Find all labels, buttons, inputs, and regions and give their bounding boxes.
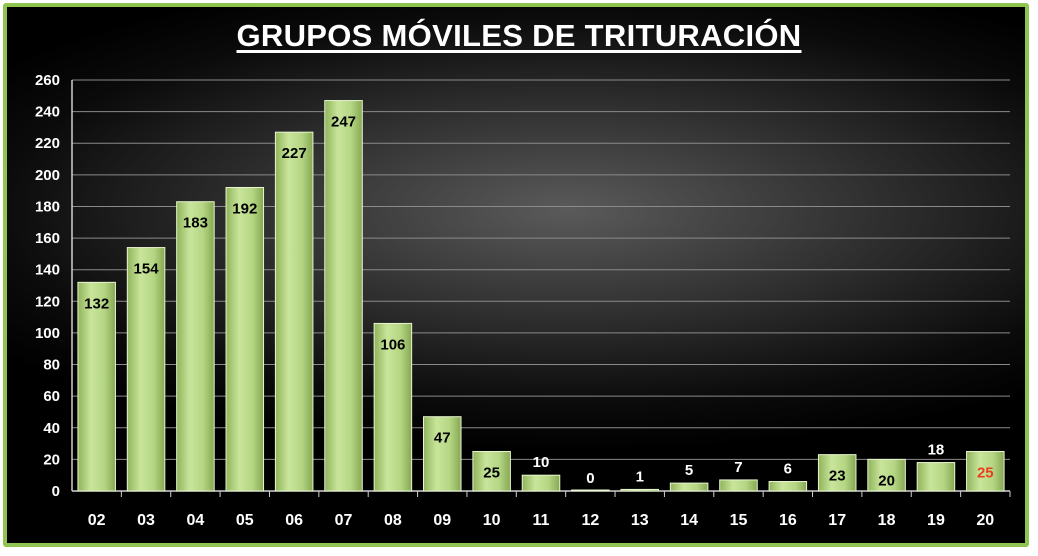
x-tick-label: 14 — [680, 512, 698, 529]
bar — [77, 281, 116, 492]
x-tick-label: 07 — [335, 512, 353, 529]
y-tick-label: 140 — [35, 262, 60, 279]
x-tick-label: 15 — [730, 512, 748, 529]
bar — [768, 481, 808, 492]
y-tick-label: 180 — [35, 198, 60, 215]
x-tick-label: 04 — [187, 512, 205, 529]
x-tick-label: 16 — [779, 512, 797, 529]
bar — [472, 450, 511, 492]
y-tick-label: 60 — [43, 388, 60, 405]
data-label: 5 — [685, 462, 693, 479]
data-label: 0 — [586, 470, 594, 487]
y-tick-label: 100 — [35, 325, 60, 342]
data-label: 1 — [636, 468, 644, 485]
bars — [77, 100, 1005, 492]
y-tick-label: 80 — [43, 357, 60, 374]
bar — [176, 201, 215, 492]
data-label: 47 — [434, 430, 451, 447]
y-tick-label: 160 — [35, 230, 60, 247]
x-tick-label: 05 — [236, 512, 254, 529]
x-tick-label: 08 — [384, 512, 402, 529]
data-label: 227 — [282, 145, 307, 162]
y-tick-label: 260 — [35, 72, 60, 89]
x-tick-label: 20 — [976, 512, 994, 529]
x-tick-label: 03 — [137, 512, 155, 529]
y-tick-label: 0 — [52, 483, 60, 500]
x-axis-ticks: 02 03 04 05 06 07 08 09 10 11 12 13 14 15 16 17 18 19 20 — [88, 491, 1011, 529]
y-tick-label: 240 — [35, 104, 60, 121]
data-label: 20 — [878, 472, 895, 489]
x-tick-label: 02 — [88, 512, 106, 529]
data-label: 247 — [331, 114, 356, 131]
data-label: 6 — [784, 461, 792, 478]
bar — [916, 462, 956, 492]
bar — [274, 131, 314, 492]
chart-title: GRUPOS MÓVILES DE TRITURACIÓN — [236, 18, 802, 53]
x-tick-label: 06 — [285, 512, 303, 529]
data-label: 18 — [928, 442, 945, 459]
bar — [423, 416, 462, 492]
data-labels: 132 154 183 192 227 247 106 47 25 10 0 1 5 7 6 23 20 18 25 — [84, 114, 993, 490]
bar — [373, 322, 413, 492]
x-tick-label: 11 — [533, 512, 550, 529]
x-tick-label: 19 — [927, 512, 945, 529]
bar — [719, 479, 758, 492]
bar — [225, 186, 265, 492]
bar — [620, 488, 659, 492]
data-label: 154 — [134, 261, 160, 278]
data-label: 25 — [977, 464, 994, 481]
data-label: 106 — [380, 336, 405, 353]
y-tick-label: 120 — [35, 293, 60, 310]
y-axis-ticks: 0 20 40 60 80 100 120 140 160 180 200 220 240 260 — [35, 72, 60, 500]
data-label: 23 — [829, 468, 846, 485]
x-tick-label: 17 — [828, 512, 846, 529]
data-label: 132 — [84, 295, 109, 312]
bar — [669, 482, 709, 492]
data-label: 183 — [183, 215, 208, 232]
bar — [521, 474, 561, 492]
chart-frame — [3, 3, 1029, 547]
bar — [324, 100, 363, 492]
data-label: 10 — [533, 454, 550, 471]
x-tick-label: 18 — [878, 512, 896, 529]
bar — [817, 454, 857, 492]
bar — [571, 489, 610, 492]
x-tick-label: 09 — [433, 512, 451, 529]
data-label: 25 — [483, 464, 500, 481]
data-label: 7 — [734, 459, 742, 476]
x-tick-label: 13 — [631, 512, 649, 529]
x-tick-label: 10 — [483, 512, 501, 529]
y-tick-label: 20 — [43, 451, 60, 468]
data-label: 192 — [232, 200, 257, 217]
y-tick-label: 200 — [35, 167, 60, 184]
x-tick-label: 12 — [581, 512, 599, 529]
y-tick-label: 40 — [43, 420, 60, 437]
bar — [966, 450, 1005, 492]
bar — [126, 247, 166, 492]
y-tick-label: 220 — [35, 135, 60, 152]
bar — [867, 458, 906, 492]
